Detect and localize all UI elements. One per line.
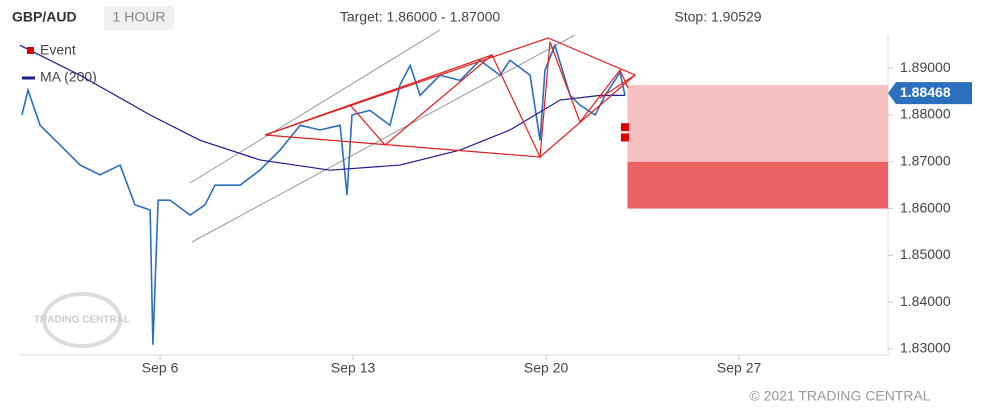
y-tick-label: 1.84000 xyxy=(900,293,951,309)
channel xyxy=(189,29,576,243)
y-tick-label: 1.89000 xyxy=(900,59,951,75)
x-tick-label: Sep 6 xyxy=(142,360,179,376)
event-marker xyxy=(620,133,629,142)
y-tick-label: 1.88000 xyxy=(900,106,951,122)
price-line xyxy=(21,42,626,345)
stop-label: Stop: 1.90529 xyxy=(674,9,761,25)
zone xyxy=(627,85,888,162)
footer: © 2021 TRADING CENTRAL xyxy=(749,388,930,404)
pattern-line xyxy=(349,54,493,106)
zone xyxy=(627,161,888,209)
pattern-line xyxy=(264,37,637,136)
legend-event: Event xyxy=(40,42,76,58)
event-marker xyxy=(620,123,629,132)
legend-ma: MA (200) xyxy=(40,69,97,85)
pattern-line xyxy=(264,41,629,160)
y-tick-label: 1.85000 xyxy=(900,246,951,262)
watermark: TRADING CENTRAL xyxy=(34,292,130,348)
y-tick-label: 1.83000 xyxy=(900,340,951,356)
legend-event-swatch xyxy=(27,47,34,54)
x-tick-label: Sep 13 xyxy=(331,360,376,376)
y-tick-label: 1.87000 xyxy=(900,152,951,168)
timeframe: 1 HOUR xyxy=(113,9,166,25)
ma-line xyxy=(19,44,625,171)
x-tick-label: Sep 27 xyxy=(717,360,762,376)
y-tick-label: 1.86000 xyxy=(900,199,951,215)
watermark-text: TRADING CENTRAL xyxy=(34,315,130,326)
x-tick-label: Sep 20 xyxy=(524,360,569,376)
symbol: GBP/AUD xyxy=(12,9,77,25)
timeframe-box xyxy=(104,6,174,30)
last-price-tag xyxy=(888,82,972,105)
target-label: Target: 1.86000 - 1.87000 xyxy=(340,9,501,25)
last-price-label: 1.88468 xyxy=(900,84,951,100)
